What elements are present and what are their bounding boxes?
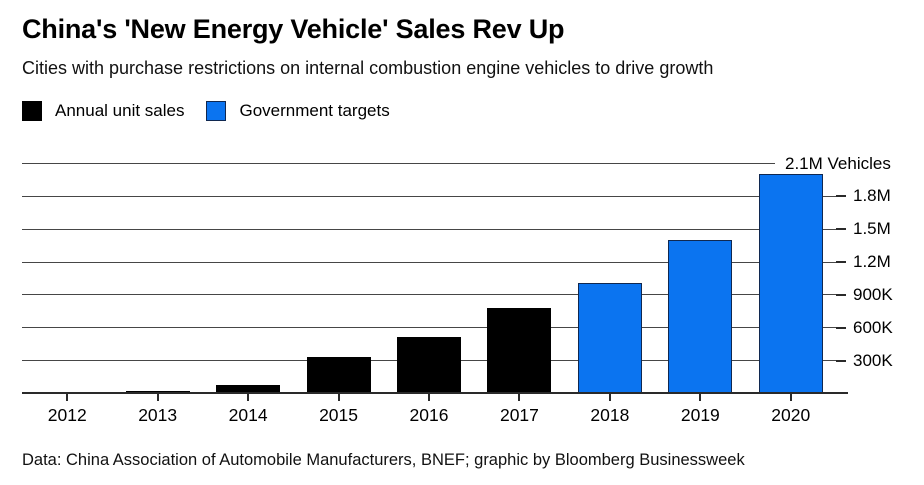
x-axis-label-2012: 2012 (47, 405, 87, 425)
chart-title: China's 'New Energy Vehicle' Sales Rev U… (22, 14, 565, 44)
x-axis-label-2019: 2019 (680, 405, 720, 425)
y-axis-label-1.5M: 1.5M (853, 219, 891, 239)
x-axis-label-2013: 2013 (138, 405, 178, 425)
gridline-900K (22, 294, 836, 296)
gridline-1.8M (22, 195, 836, 197)
source-note: Data: China Association of Automobile Ma… (22, 451, 745, 469)
gridline-600K (22, 327, 836, 329)
chart-subtitle: Cities with purchase restrictions on int… (22, 58, 714, 78)
x-axis-label-2020: 2020 (771, 405, 811, 425)
bar-2016 (397, 337, 461, 393)
gridline-2.1M-Vehicles (22, 163, 775, 164)
y-axis-label-1.8M: 1.8M (853, 186, 891, 206)
x-axis-label-2014: 2014 (228, 405, 268, 425)
x-axis-label-2018: 2018 (590, 405, 630, 425)
bar-2018 (577, 283, 642, 393)
y-axis-tick-1.5M (836, 228, 846, 231)
bar-2020 (758, 173, 823, 393)
x-axis-tick-2017 (518, 394, 521, 401)
legend-label-government-targets: Government targets (239, 101, 390, 120)
x-axis-label-2016: 2016 (409, 405, 449, 425)
x-axis-tick-2014 (247, 394, 250, 401)
legend-item-annual-unit-sales: Annual unit sales (22, 101, 184, 121)
y-axis-label-900K: 900K (853, 284, 893, 304)
bar-2017 (487, 307, 552, 393)
y-axis-label-1.2M: 1.2M (853, 252, 891, 272)
chart-legend: Annual unit sales Government targets (22, 101, 390, 121)
legend-item-government-targets: Government targets (206, 101, 390, 121)
legend-swatch-annual-unit-sales (22, 101, 42, 121)
x-axis-label-2017: 2017 (499, 405, 539, 425)
y-axis-tick-1.2M (836, 261, 846, 264)
bar-2015 (306, 356, 371, 393)
x-axis-tick-2018 (608, 394, 611, 401)
gridline-1.2M (22, 261, 836, 263)
x-axis-label-2015: 2015 (319, 405, 359, 425)
bar-2019 (668, 239, 733, 393)
y-axis-label-300K: 300K (853, 350, 893, 370)
y-axis-tick-300K (836, 359, 846, 362)
legend-label-annual-unit-sales: Annual unit sales (55, 101, 185, 120)
x-axis-tick-2020 (789, 394, 792, 401)
x-axis-line (22, 392, 848, 394)
x-axis-tick-2013 (156, 394, 159, 401)
y-axis-tick-900K (836, 293, 846, 296)
y-axis-top-label: 2.1M Vehicles (785, 153, 891, 173)
gridline-1.5M (22, 228, 836, 230)
x-axis-tick-2015 (337, 394, 340, 401)
x-axis-tick-2016 (428, 394, 430, 401)
legend-swatch-government-targets (206, 101, 227, 121)
y-axis-label-600K: 600K (853, 317, 893, 337)
y-axis-tick-600K (836, 326, 846, 329)
x-axis-tick-2012 (66, 394, 69, 401)
x-axis-tick-2019 (699, 394, 702, 401)
y-axis-tick-1.8M (836, 195, 846, 198)
